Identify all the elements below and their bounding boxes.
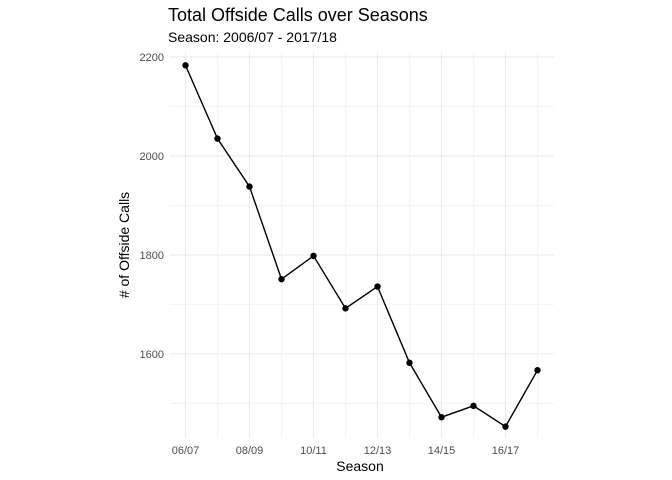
y-tick-label: 2000	[140, 151, 164, 163]
x-tick-label: 16/17	[492, 445, 520, 457]
minor-gridlines	[170, 52, 554, 438]
y-tick-label: 2200	[140, 52, 164, 64]
data-point	[374, 283, 381, 290]
x-axis-ticks: 06/07 08/09 10/11 12/13 14/15 16/17	[172, 445, 520, 457]
data-point	[534, 367, 541, 374]
x-tick-label: 14/15	[428, 445, 456, 457]
data-point	[246, 183, 253, 190]
x-tick-label: 06/07	[172, 445, 200, 457]
major-gridlines	[170, 52, 554, 438]
y-axis-ticks: 1600 1800 2000 2200	[140, 52, 164, 361]
chart-subtitle: Season: 2006/07 - 2017/18	[168, 29, 337, 45]
data-point	[342, 305, 349, 312]
data-point	[182, 62, 189, 69]
x-tick-label: 08/09	[236, 445, 264, 457]
data-point	[214, 135, 221, 142]
x-tick-label: 10/11	[300, 445, 327, 457]
x-axis-title: Season	[336, 458, 383, 474]
x-tick-label: 12/13	[364, 445, 392, 457]
y-tick-label: 1800	[140, 250, 164, 262]
data-point	[310, 252, 317, 260]
series-line	[184, 65, 539, 428]
data-point	[438, 414, 445, 421]
y-tick-label: 1600	[140, 349, 164, 361]
data-point	[502, 423, 509, 430]
data-point	[470, 402, 477, 410]
data-point	[406, 359, 413, 366]
chart-title: Total Offside Calls over Seasons	[168, 5, 428, 25]
data-points	[182, 62, 541, 430]
y-axis-title: # of Offside Calls	[116, 192, 132, 298]
data-point	[278, 275, 285, 283]
